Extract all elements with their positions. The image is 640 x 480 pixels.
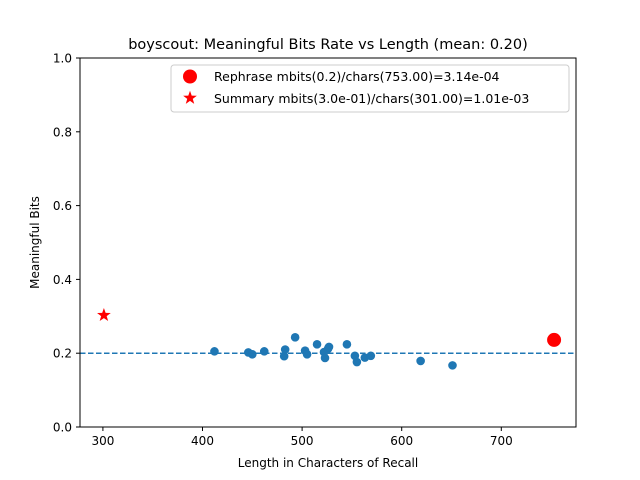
summary-point: [97, 307, 111, 322]
chart-title: boyscout: Meaningful Bits Rate vs Length…: [128, 37, 528, 53]
data-point: [259, 347, 269, 356]
plot-frame: [79, 57, 577, 428]
data-point: [302, 350, 312, 359]
data-point: [416, 356, 425, 366]
legend-rephrase-label: Rephrase mbits(0.2)/chars(753.00)=3.14e-…: [214, 69, 500, 84]
y-tick-label: 0.6: [53, 199, 72, 213]
legend-rephrase-marker: [183, 69, 197, 84]
data-point: [366, 351, 376, 361]
legend-summary-marker: [183, 90, 197, 104]
y-tick-label: 1.0: [53, 52, 72, 66]
data-points: [97, 307, 562, 370]
data-point: [324, 342, 334, 352]
y-tick-label: 0.0: [53, 421, 72, 435]
x-axis: 300 400 500 600 700: [91, 427, 513, 448]
legend: Rephrase mbits(0.2)/chars(753.00)=3.14e-…: [170, 64, 570, 113]
y-axis: 0.0 0.2 0.4 0.6 0.8 1.0: [53, 52, 80, 435]
legend-summary-label: Summary mbits(3.0e-01)/chars(301.00)=1.0…: [214, 91, 529, 106]
x-tick-label: 700: [490, 434, 513, 448]
x-tick-label: 600: [390, 434, 413, 448]
data-point: [312, 340, 322, 349]
data-point: [342, 340, 352, 349]
rephrase-point: [547, 332, 562, 347]
y-tick-label: 0.4: [53, 273, 72, 287]
x-tick-label: 400: [191, 434, 214, 448]
y-axis-label: Meaningful Bits: [28, 196, 42, 289]
x-tick-label: 500: [291, 434, 314, 448]
data-point: [352, 357, 362, 367]
data-point: [290, 333, 300, 342]
data-point: [279, 351, 289, 361]
y-tick-label: 0.8: [53, 125, 72, 139]
x-axis-label: Length in Characters of Recall: [238, 456, 418, 470]
data-point: [320, 353, 330, 363]
data-point: [248, 350, 257, 359]
data-point: [210, 347, 219, 356]
y-tick-label: 0.2: [53, 347, 72, 361]
x-tick-label: 300: [91, 434, 114, 448]
data-point: [448, 361, 457, 370]
data-point: [280, 345, 290, 354]
legend-box: [170, 64, 570, 113]
